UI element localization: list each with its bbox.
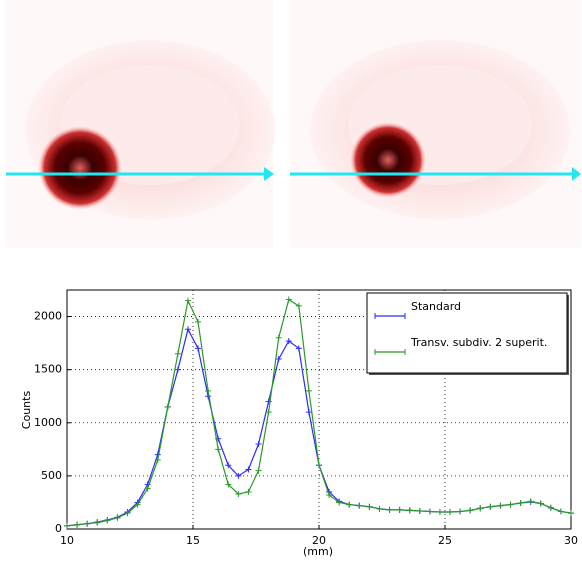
point-marker bbox=[457, 508, 464, 515]
point-marker bbox=[184, 297, 191, 304]
point-marker bbox=[416, 507, 423, 514]
point-marker bbox=[527, 498, 534, 505]
point-marker bbox=[275, 356, 282, 363]
legend-swatch bbox=[374, 349, 406, 355]
point-marker bbox=[507, 501, 514, 508]
point-marker bbox=[64, 522, 70, 529]
point-marker bbox=[447, 509, 454, 516]
point-marker bbox=[477, 505, 484, 512]
point-marker bbox=[245, 488, 252, 495]
legend-box bbox=[366, 292, 568, 374]
point-marker bbox=[174, 366, 181, 373]
point-marker bbox=[305, 387, 312, 394]
point-marker bbox=[84, 520, 91, 527]
point-marker bbox=[205, 387, 212, 394]
point-marker bbox=[386, 506, 393, 513]
legend-label: Standard bbox=[411, 300, 461, 313]
point-marker bbox=[396, 506, 403, 513]
x-tick-label: 10 bbox=[60, 534, 74, 547]
point-marker bbox=[94, 519, 101, 526]
point-marker bbox=[124, 510, 131, 517]
y-tick-label: 2000 bbox=[34, 310, 62, 323]
point-marker bbox=[406, 507, 413, 514]
x-tick-label: 15 bbox=[186, 534, 200, 547]
point-marker bbox=[295, 345, 302, 352]
point-marker bbox=[174, 350, 181, 357]
x-tick-label: 30 bbox=[564, 534, 578, 547]
legend-label: Transv. subdiv. 2 superit. bbox=[410, 336, 547, 349]
point-marker bbox=[245, 466, 252, 473]
point-marker bbox=[184, 326, 191, 333]
point-marker bbox=[195, 318, 202, 325]
point-marker bbox=[356, 502, 363, 509]
point-marker bbox=[225, 481, 232, 488]
y-tick-label: 500 bbox=[41, 469, 62, 482]
point-marker bbox=[336, 499, 343, 506]
point-marker bbox=[305, 409, 312, 416]
point-marker bbox=[215, 446, 222, 453]
point-marker bbox=[346, 501, 353, 508]
point-marker bbox=[426, 508, 433, 515]
point-marker bbox=[436, 509, 443, 516]
point-marker bbox=[235, 490, 242, 497]
point-marker bbox=[547, 504, 554, 511]
point-marker bbox=[104, 517, 111, 524]
x-axis-label: (mm) bbox=[303, 545, 333, 558]
point-marker bbox=[114, 514, 121, 521]
y-tick-label: 1000 bbox=[34, 416, 62, 429]
y-tick-label: 1500 bbox=[34, 363, 62, 376]
y-axis-label: Counts bbox=[20, 391, 33, 430]
point-marker bbox=[537, 500, 544, 507]
point-marker bbox=[557, 508, 564, 515]
point-marker bbox=[74, 521, 81, 528]
point-marker bbox=[487, 503, 494, 510]
x-tick-label: 25 bbox=[438, 534, 452, 547]
x-tick-label: 20 bbox=[312, 534, 326, 547]
point-marker bbox=[316, 462, 322, 469]
image-right bbox=[290, 0, 581, 248]
point-marker bbox=[154, 451, 161, 458]
point-marker bbox=[376, 505, 383, 512]
y-tick-label: 0 bbox=[55, 522, 62, 535]
point-marker bbox=[366, 503, 373, 510]
point-marker bbox=[568, 510, 574, 517]
point-marker bbox=[326, 492, 333, 499]
legend-swatch bbox=[374, 313, 406, 319]
point-marker bbox=[467, 507, 474, 514]
point-marker bbox=[255, 467, 262, 474]
point-marker bbox=[144, 485, 151, 492]
point-marker bbox=[295, 302, 302, 309]
point-marker bbox=[255, 441, 262, 448]
image-left bbox=[6, 0, 275, 248]
point-marker bbox=[195, 345, 202, 352]
point-marker bbox=[517, 499, 524, 506]
point-marker bbox=[285, 296, 292, 303]
point-marker bbox=[134, 501, 141, 508]
point-marker bbox=[164, 403, 171, 410]
point-marker bbox=[497, 502, 504, 509]
point-marker bbox=[265, 409, 272, 416]
point-marker bbox=[285, 337, 292, 344]
point-marker bbox=[235, 472, 242, 479]
point-marker bbox=[154, 456, 161, 463]
point-marker bbox=[275, 334, 282, 341]
point-marker bbox=[225, 462, 232, 469]
